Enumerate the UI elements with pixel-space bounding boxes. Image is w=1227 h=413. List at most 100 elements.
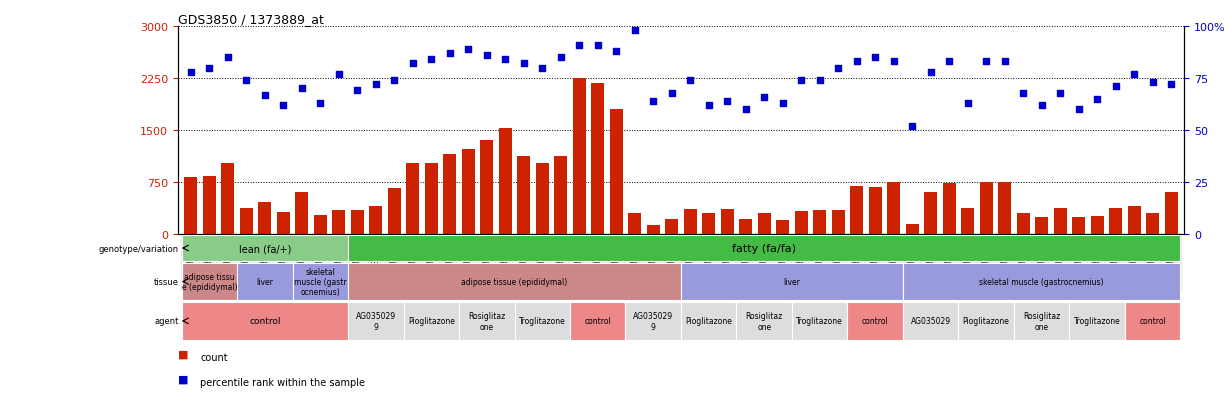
Bar xyxy=(903,263,1180,301)
Bar xyxy=(555,157,567,235)
Bar xyxy=(869,188,882,235)
Text: Pioglitazone: Pioglitazone xyxy=(963,317,1010,325)
Text: control: control xyxy=(249,317,281,325)
Bar xyxy=(259,203,271,235)
Text: fatty (fa/fa): fatty (fa/fa) xyxy=(733,243,796,254)
Point xyxy=(310,100,330,107)
Text: liver: liver xyxy=(256,278,274,286)
Bar xyxy=(425,163,438,235)
Bar xyxy=(1054,208,1066,235)
Point xyxy=(1142,80,1162,86)
Text: lean (fa/+): lean (fa/+) xyxy=(239,243,291,254)
Bar xyxy=(348,302,404,340)
Bar xyxy=(237,263,292,301)
Text: AG035029
9: AG035029 9 xyxy=(633,311,674,331)
Text: liver: liver xyxy=(784,278,800,286)
Bar xyxy=(1017,213,1029,235)
Bar xyxy=(628,214,642,235)
Bar xyxy=(758,214,771,235)
Bar xyxy=(1146,214,1160,235)
Bar xyxy=(202,176,216,235)
Bar xyxy=(906,224,919,235)
Point xyxy=(422,57,442,63)
Bar xyxy=(1036,217,1048,235)
Point xyxy=(1069,107,1088,113)
Text: ■: ■ xyxy=(178,374,189,384)
Bar xyxy=(979,183,993,235)
Bar xyxy=(626,302,681,340)
Bar xyxy=(1072,217,1085,235)
Bar xyxy=(369,207,383,235)
Text: AG035029: AG035029 xyxy=(910,317,951,325)
Bar xyxy=(277,212,290,235)
Bar xyxy=(795,212,807,235)
Text: control: control xyxy=(861,317,888,325)
Bar xyxy=(924,193,937,235)
Bar xyxy=(480,141,493,235)
Point xyxy=(1087,96,1107,103)
Point xyxy=(1032,102,1052,109)
Bar xyxy=(292,263,348,301)
Text: agent: agent xyxy=(155,317,179,325)
Point xyxy=(329,71,348,78)
Bar xyxy=(443,155,456,235)
Point xyxy=(865,55,885,61)
Bar xyxy=(681,263,903,301)
Bar xyxy=(942,184,956,235)
Bar xyxy=(814,210,826,235)
Bar xyxy=(777,221,789,235)
Point xyxy=(292,86,312,93)
Point xyxy=(883,59,903,65)
Bar xyxy=(514,302,571,340)
Bar xyxy=(182,235,348,262)
Bar xyxy=(591,83,604,235)
Bar xyxy=(296,193,308,235)
Bar xyxy=(1164,193,1178,235)
Bar xyxy=(791,302,848,340)
Bar xyxy=(1109,209,1123,235)
Text: AG035029
9: AG035029 9 xyxy=(356,311,396,331)
Text: Rosiglitaz
one: Rosiglitaz one xyxy=(1023,311,1060,331)
Bar xyxy=(1091,216,1103,235)
Bar xyxy=(351,210,363,235)
Bar xyxy=(182,263,237,301)
Text: control: control xyxy=(1139,317,1166,325)
Point xyxy=(274,102,293,109)
Point xyxy=(606,48,626,55)
Bar xyxy=(239,208,253,235)
Bar xyxy=(499,128,512,235)
Bar xyxy=(314,215,326,235)
Point xyxy=(182,69,201,76)
Text: GDS3850 / 1373889_at: GDS3850 / 1373889_at xyxy=(178,13,324,26)
Bar xyxy=(665,219,679,235)
Text: Pioglitazone: Pioglitazone xyxy=(407,317,455,325)
Bar xyxy=(681,302,736,340)
Bar xyxy=(961,208,974,235)
Point xyxy=(828,65,848,72)
Bar xyxy=(739,219,752,235)
Bar xyxy=(573,79,585,235)
Bar xyxy=(832,210,844,235)
Point xyxy=(1124,71,1144,78)
Point xyxy=(681,78,701,84)
Text: Rosiglitaz
one: Rosiglitaz one xyxy=(469,311,506,331)
Bar xyxy=(1014,302,1070,340)
Bar xyxy=(571,302,626,340)
Point xyxy=(1014,90,1033,97)
Text: Rosiglitaz
one: Rosiglitaz one xyxy=(746,311,783,331)
Point xyxy=(477,52,497,59)
Point xyxy=(1106,84,1125,90)
Point xyxy=(977,59,996,65)
Text: adipose tissu
e (epididymal): adipose tissu e (epididymal) xyxy=(182,272,237,292)
Bar xyxy=(404,302,459,340)
Point xyxy=(237,78,256,84)
Bar xyxy=(182,302,348,340)
Point xyxy=(643,98,663,105)
Point xyxy=(514,61,534,68)
Point xyxy=(255,92,275,99)
Point xyxy=(1161,82,1180,88)
Point xyxy=(200,65,220,72)
Bar xyxy=(1070,302,1125,340)
Text: genotype/variation: genotype/variation xyxy=(98,244,179,253)
Point xyxy=(791,78,811,84)
